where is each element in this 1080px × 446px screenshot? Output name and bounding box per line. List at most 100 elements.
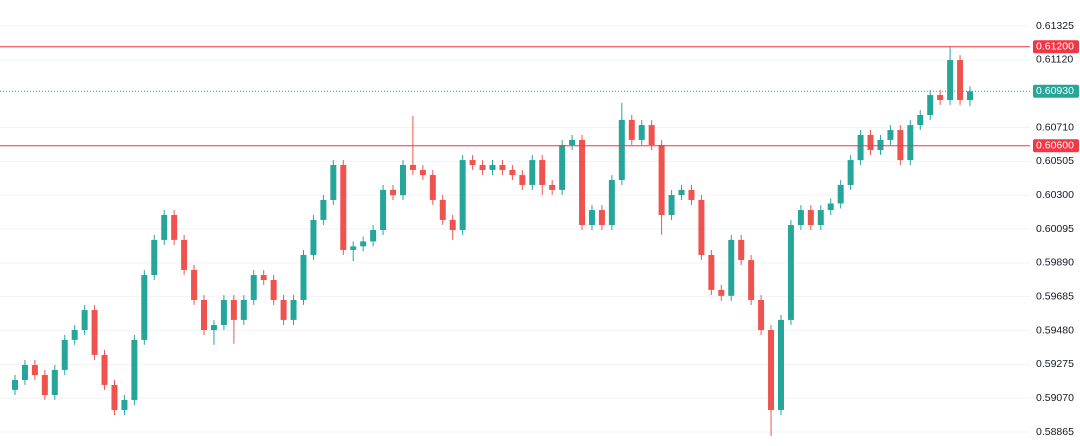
price-label: 0.60930 [1036, 85, 1074, 97]
candle-body [668, 195, 675, 215]
candle-body [698, 199, 705, 255]
candle-body [41, 375, 48, 396]
candle-body [21, 364, 28, 380]
candle-body [91, 310, 98, 355]
candle-body [887, 130, 894, 140]
candle-body [111, 384, 118, 411]
candle-body [787, 225, 794, 320]
candle-body [897, 130, 904, 161]
candle-body [638, 125, 645, 140]
candle-body [171, 214, 178, 240]
candle-body [499, 165, 506, 170]
candle-body [370, 230, 377, 242]
candle-body [569, 139, 576, 146]
price-label-box [1033, 40, 1079, 54]
candle-body [907, 125, 914, 161]
candle-body [51, 369, 58, 396]
candle-body [678, 189, 685, 196]
candle-body [31, 364, 38, 376]
candle-body [131, 339, 138, 400]
y-tick-label: 0.58865 [1036, 426, 1074, 438]
price-label-box [1033, 84, 1079, 98]
candle-body [320, 199, 327, 220]
candle-body [81, 310, 88, 331]
candle-body [628, 119, 635, 140]
candle-body [121, 399, 128, 411]
candle-body [827, 203, 834, 211]
candle-body [658, 145, 665, 215]
y-tick-label: 0.61325 [1036, 20, 1074, 32]
candle-body [648, 125, 655, 146]
candle-body [101, 354, 108, 385]
candle-body [240, 299, 247, 320]
candle-body [579, 139, 586, 226]
candle-body [350, 246, 357, 250]
price-label-box [1033, 139, 1079, 153]
candle-body [748, 260, 755, 300]
candle-body [837, 184, 844, 204]
candle-body [877, 139, 884, 150]
candle-body [161, 214, 168, 240]
candle-body [151, 239, 158, 276]
candle-body [300, 254, 307, 300]
candle-body [529, 160, 536, 185]
y-tick-label: 0.59890 [1036, 257, 1074, 269]
candle-body [539, 160, 546, 185]
candle-body [519, 175, 526, 185]
candle-body [917, 115, 924, 126]
y-tick-label: 0.60505 [1036, 155, 1074, 167]
candle-body [191, 269, 198, 300]
candle-body [399, 165, 406, 196]
y-tick-label: 0.60710 [1036, 121, 1074, 133]
candle-body [419, 169, 426, 176]
candle-body [12, 379, 18, 390]
candle-body [181, 239, 188, 270]
candle-body [230, 299, 237, 320]
candle-body [201, 299, 208, 331]
candle-body [718, 289, 725, 296]
candle-body [807, 210, 814, 226]
y-tick-label: 0.59685 [1036, 290, 1074, 302]
candle-body [479, 165, 486, 170]
y-tick-label: 0.59070 [1036, 392, 1074, 404]
candle-body [380, 189, 387, 231]
candle-body [340, 165, 347, 250]
candle-body [330, 165, 337, 200]
candle-body [449, 219, 456, 231]
y-tick-label: 0.61120 [1036, 54, 1073, 66]
candle-body [290, 299, 297, 320]
candle-body [967, 91, 973, 100]
y-tick-label: 0.59480 [1036, 324, 1074, 336]
candle-body [61, 339, 68, 370]
candle-body [310, 219, 317, 255]
candle-body [598, 210, 605, 226]
candle-body [220, 299, 227, 326]
candle-body [728, 239, 735, 296]
candle-body [459, 160, 466, 231]
candle-body [210, 325, 217, 331]
candle-body [509, 169, 516, 176]
candle-body [777, 319, 784, 411]
candle-body [429, 175, 436, 200]
candle-body [618, 119, 625, 181]
candle-body [867, 134, 874, 150]
candle-body [758, 299, 765, 331]
candle-body [768, 330, 775, 411]
y-tick-label: 0.59275 [1036, 358, 1074, 370]
candle-body [260, 275, 267, 281]
candle-body [71, 330, 78, 340]
candle-body [280, 299, 287, 320]
candle-body [708, 254, 715, 290]
candle-body [549, 184, 556, 190]
candle-body [738, 239, 745, 261]
candle-body [817, 210, 824, 226]
y-tick-label: 0.60095 [1036, 223, 1074, 235]
candle-body [409, 165, 416, 170]
candle-body [927, 95, 934, 116]
candle-body [608, 180, 615, 226]
candle-body [250, 275, 257, 300]
candle-body [270, 280, 277, 300]
candle-body [360, 241, 367, 247]
candle-body [857, 134, 864, 161]
